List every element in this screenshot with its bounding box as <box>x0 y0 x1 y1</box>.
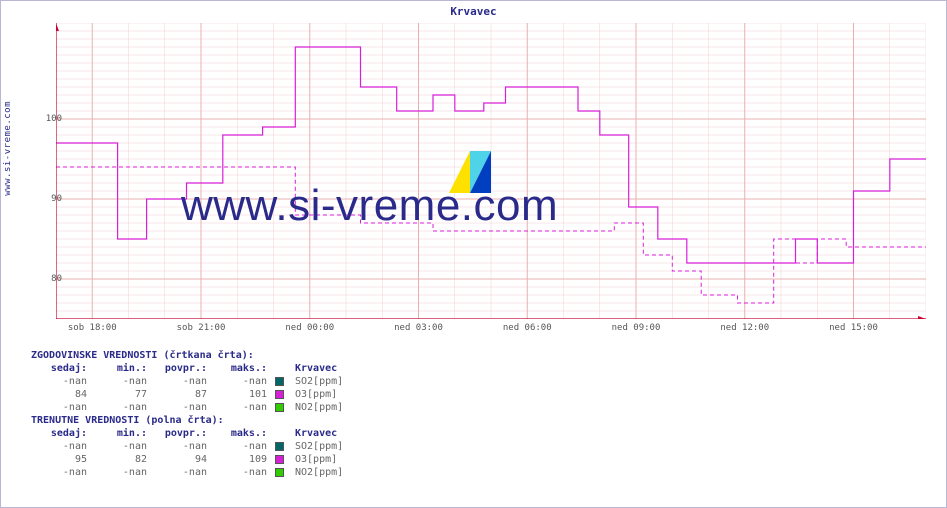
table-cell: -nan <box>91 466 151 479</box>
table-cell: -nan <box>91 440 151 453</box>
table-cell: 87 <box>151 388 211 401</box>
chart-container: www.si-vreme.com Krvavec sob 18:00 sob 21… <box>0 0 947 508</box>
table-cell: -nan <box>91 375 151 388</box>
table-cell: -nan <box>151 466 211 479</box>
swatch-icon <box>275 403 284 412</box>
x-tick-label: ned 12:00 <box>720 323 769 333</box>
x-tick-label: ned 09:00 <box>612 323 661 333</box>
swatch-icon <box>275 468 284 477</box>
table-cell: -nan <box>91 401 151 414</box>
x-tick-label: ned 15:00 <box>829 323 878 333</box>
table-cell: 84 <box>31 388 91 401</box>
hist-title: ZGODOVINSKE VREDNOSTI (črtkana črta): <box>31 349 347 362</box>
series-label: NO2[ppm] <box>291 466 347 479</box>
col-header: min.: <box>91 362 151 375</box>
table-cell: -nan <box>151 375 211 388</box>
curr-table: sedaj:min.:povpr.:maks.:Krvavec-nan-nan-… <box>31 427 347 479</box>
chart-title: Krvavec <box>1 5 946 18</box>
col-header: sedaj: <box>31 362 91 375</box>
table-cell: -nan <box>31 440 91 453</box>
col-header: min.: <box>91 427 151 440</box>
hist-table: sedaj:min.:povpr.:maks.:Krvavec-nan-nan-… <box>31 362 347 414</box>
col-header: maks.: <box>211 427 271 440</box>
x-tick-label: sob 18:00 <box>68 323 117 333</box>
curr-title: TRENUTNE VREDNOSTI (polna črta): <box>31 414 347 427</box>
location-label: Krvavec <box>291 427 347 440</box>
table-cell: 109 <box>211 453 271 466</box>
x-tick-label: ned 00:00 <box>285 323 334 333</box>
table-cell: 82 <box>91 453 151 466</box>
y-tick-label: 80 <box>22 274 62 284</box>
location-label: Krvavec <box>291 362 347 375</box>
table-cell: 94 <box>151 453 211 466</box>
table-cell: -nan <box>211 375 271 388</box>
x-tick-label: sob 21:00 <box>177 323 226 333</box>
series-label: SO2[ppm] <box>291 375 347 388</box>
col-header: povpr.: <box>151 427 211 440</box>
table-cell: -nan <box>31 401 91 414</box>
series-label: NO2[ppm] <box>291 401 347 414</box>
table-cell: 77 <box>91 388 151 401</box>
table-cell: 95 <box>31 453 91 466</box>
col-header: sedaj: <box>31 427 91 440</box>
data-tables: ZGODOVINSKE VREDNOSTI (črtkana črta): se… <box>31 349 347 479</box>
chart-plot <box>56 23 926 319</box>
y-tick-label: 100 <box>22 114 62 124</box>
series-label: SO2[ppm] <box>291 440 347 453</box>
x-tick-label: ned 06:00 <box>503 323 552 333</box>
table-cell: -nan <box>31 375 91 388</box>
table-cell: -nan <box>211 440 271 453</box>
swatch-icon <box>275 377 284 386</box>
table-cell: -nan <box>211 401 271 414</box>
col-header: povpr.: <box>151 362 211 375</box>
x-tick-label: ned 03:00 <box>394 323 443 333</box>
table-cell: -nan <box>211 466 271 479</box>
y-axis-label: www.si-vreme.com <box>3 101 13 196</box>
swatch-icon <box>275 455 284 464</box>
y-tick-label: 90 <box>22 194 62 204</box>
swatch-icon <box>275 390 284 399</box>
table-cell: 101 <box>211 388 271 401</box>
table-cell: -nan <box>151 401 211 414</box>
x-ticks: sob 18:00 sob 21:00 ned 00:00 ned 03:00 ned … <box>56 323 926 337</box>
logo-icon <box>449 151 491 193</box>
swatch-icon <box>275 442 284 451</box>
table-cell: -nan <box>151 440 211 453</box>
table-cell: -nan <box>31 466 91 479</box>
series-label: O3[ppm] <box>291 453 347 466</box>
series-label: O3[ppm] <box>291 388 347 401</box>
col-header: maks.: <box>211 362 271 375</box>
